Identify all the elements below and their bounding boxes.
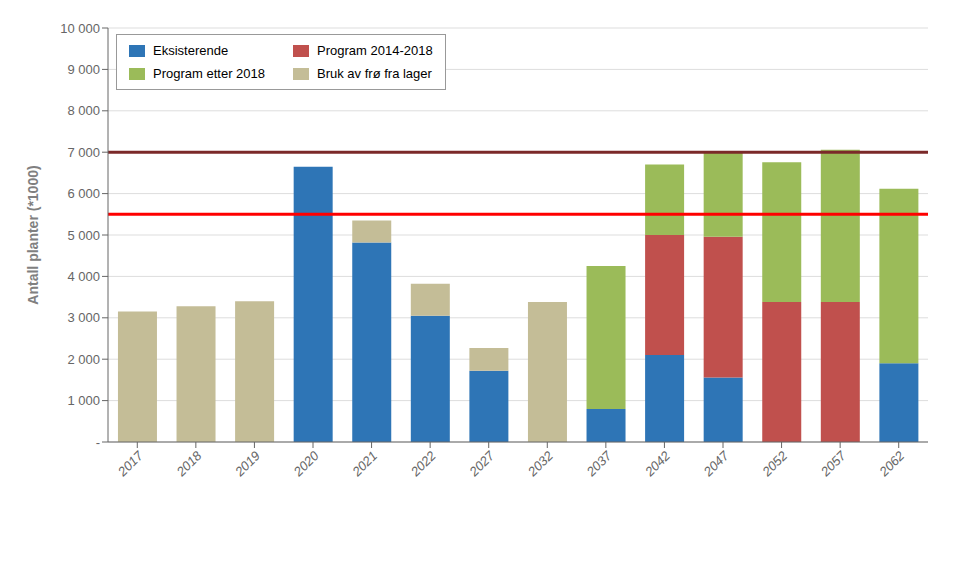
html-text:Program etter 2018: Program etter 2018: [153, 66, 265, 81]
svg-text:2018: 2018: [173, 447, 205, 479]
svg-text:1 000: 1 000: [67, 393, 100, 408]
svg-text:2062: 2062: [876, 447, 908, 479]
svg-text:2037: 2037: [583, 447, 615, 479]
svg-text:5 000: 5 000: [67, 228, 100, 243]
svg-text:6 000: 6 000: [67, 186, 100, 201]
svg-text:2047: 2047: [700, 447, 732, 479]
svg-text:2032: 2032: [524, 447, 556, 479]
html-text:Bruk av frø fra lager: Bruk av frø fra lager: [317, 66, 432, 81]
html-text:Eksisterende: Eksisterende: [153, 43, 229, 58]
svg-text:8 000: 8 000: [67, 103, 100, 118]
svg-text:2042: 2042: [641, 447, 673, 479]
svg-text:7 000: 7 000: [67, 145, 100, 160]
svg-text:2022: 2022: [407, 447, 439, 479]
svg-text:3 000: 3 000: [67, 310, 100, 325]
svg-text:Antall planter (*1000): Antall planter (*1000): [25, 165, 41, 304]
svg-text:-: -: [96, 435, 100, 450]
svg-text:9 000: 9 000: [67, 62, 100, 77]
svg-text:10 000: 10 000: [60, 21, 100, 36]
svg-text:2017: 2017: [114, 447, 146, 479]
svg-text:2021: 2021: [348, 448, 380, 480]
svg-text:2019: 2019: [231, 448, 263, 480]
svg-text:2027: 2027: [466, 447, 498, 479]
html-text:Program 2014-2018: Program 2014-2018: [317, 43, 433, 58]
svg-text:2052: 2052: [758, 447, 790, 479]
svg-text:2057: 2057: [817, 447, 849, 479]
svg-text:2020: 2020: [290, 447, 322, 479]
svg-text:2 000: 2 000: [67, 352, 100, 367]
svg-text:4 000: 4 000: [67, 269, 100, 284]
